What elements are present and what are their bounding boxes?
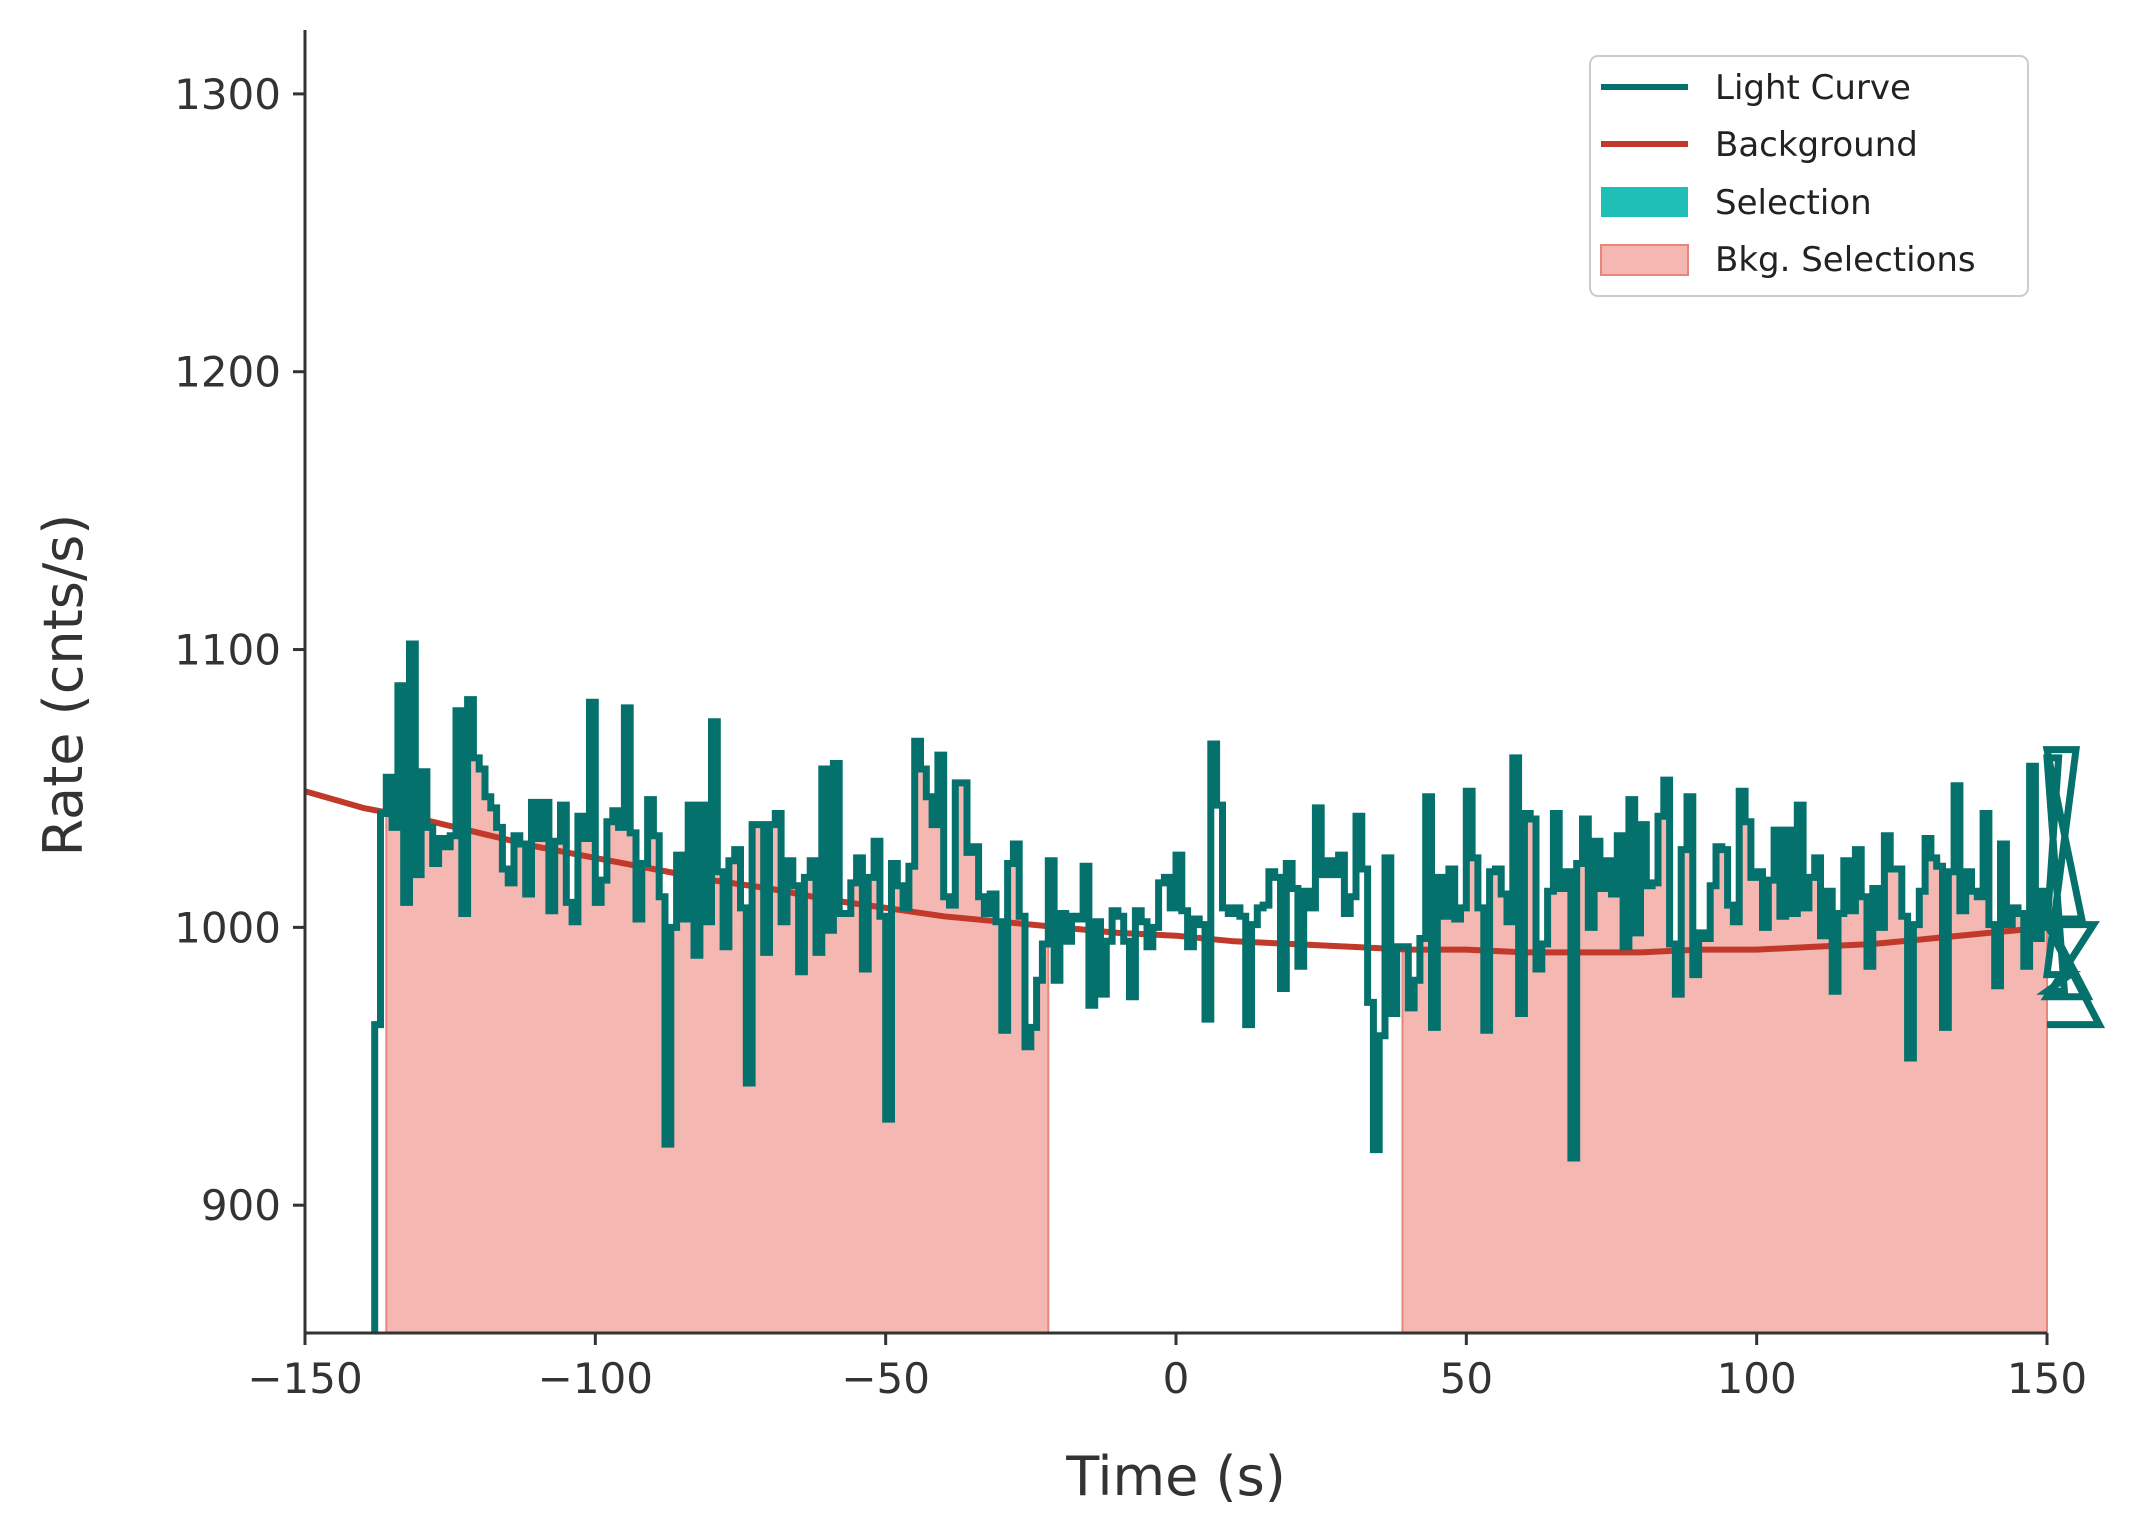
legend-label-bkg-selections: Bkg. Selections: [1715, 240, 1976, 280]
bkg-selections-legend-swatch: [1600, 244, 1689, 276]
legend-item-bkg-selections: Bkg. Selections: [1600, 240, 1976, 280]
y-axis-title: Rate (cnts/s): [32, 514, 95, 857]
legend-item-light-curve: Light Curve: [1601, 68, 1911, 108]
y-tick-label: 1300: [174, 70, 281, 119]
x-tick-label: −150: [247, 1354, 362, 1403]
y-tick-label: 1100: [174, 626, 281, 675]
legend: Light Curve Background Selection Bkg. Se…: [1589, 55, 2029, 297]
axes: [293, 30, 2049, 1345]
legend-item-selection: Selection: [1601, 183, 1872, 223]
legend-frame: [1589, 55, 2029, 297]
x-tick-label: 50: [1440, 1354, 1493, 1403]
y-tick-label: 900: [201, 1181, 281, 1230]
light-curve-layer: [371, 640, 2106, 1333]
x-tick-label: 150: [2007, 1354, 2087, 1403]
y-tick-label: 1000: [174, 903, 281, 952]
x-tick-label: 100: [1717, 1354, 1797, 1403]
selection-legend-swatch: [1601, 187, 1688, 217]
legend-label-background: Background: [1715, 125, 1918, 165]
tick-labels: −150 −100 −50 0 50 100 150 900 1000 1100 1200 1300: [174, 70, 2087, 1403]
x-tick-label: 0: [1163, 1354, 1190, 1403]
light-curve-line: [371, 640, 2106, 1333]
legend-label-light-curve: Light Curve: [1715, 68, 1911, 108]
x-axis-title: Time (s): [1065, 1445, 1286, 1508]
x-tick-label: −100: [538, 1354, 653, 1403]
y-tick-label: 1200: [174, 348, 281, 397]
legend-label-selection: Selection: [1715, 183, 1872, 223]
legend-item-background: Background: [1601, 125, 1918, 165]
x-tick-label: −50: [841, 1354, 930, 1403]
